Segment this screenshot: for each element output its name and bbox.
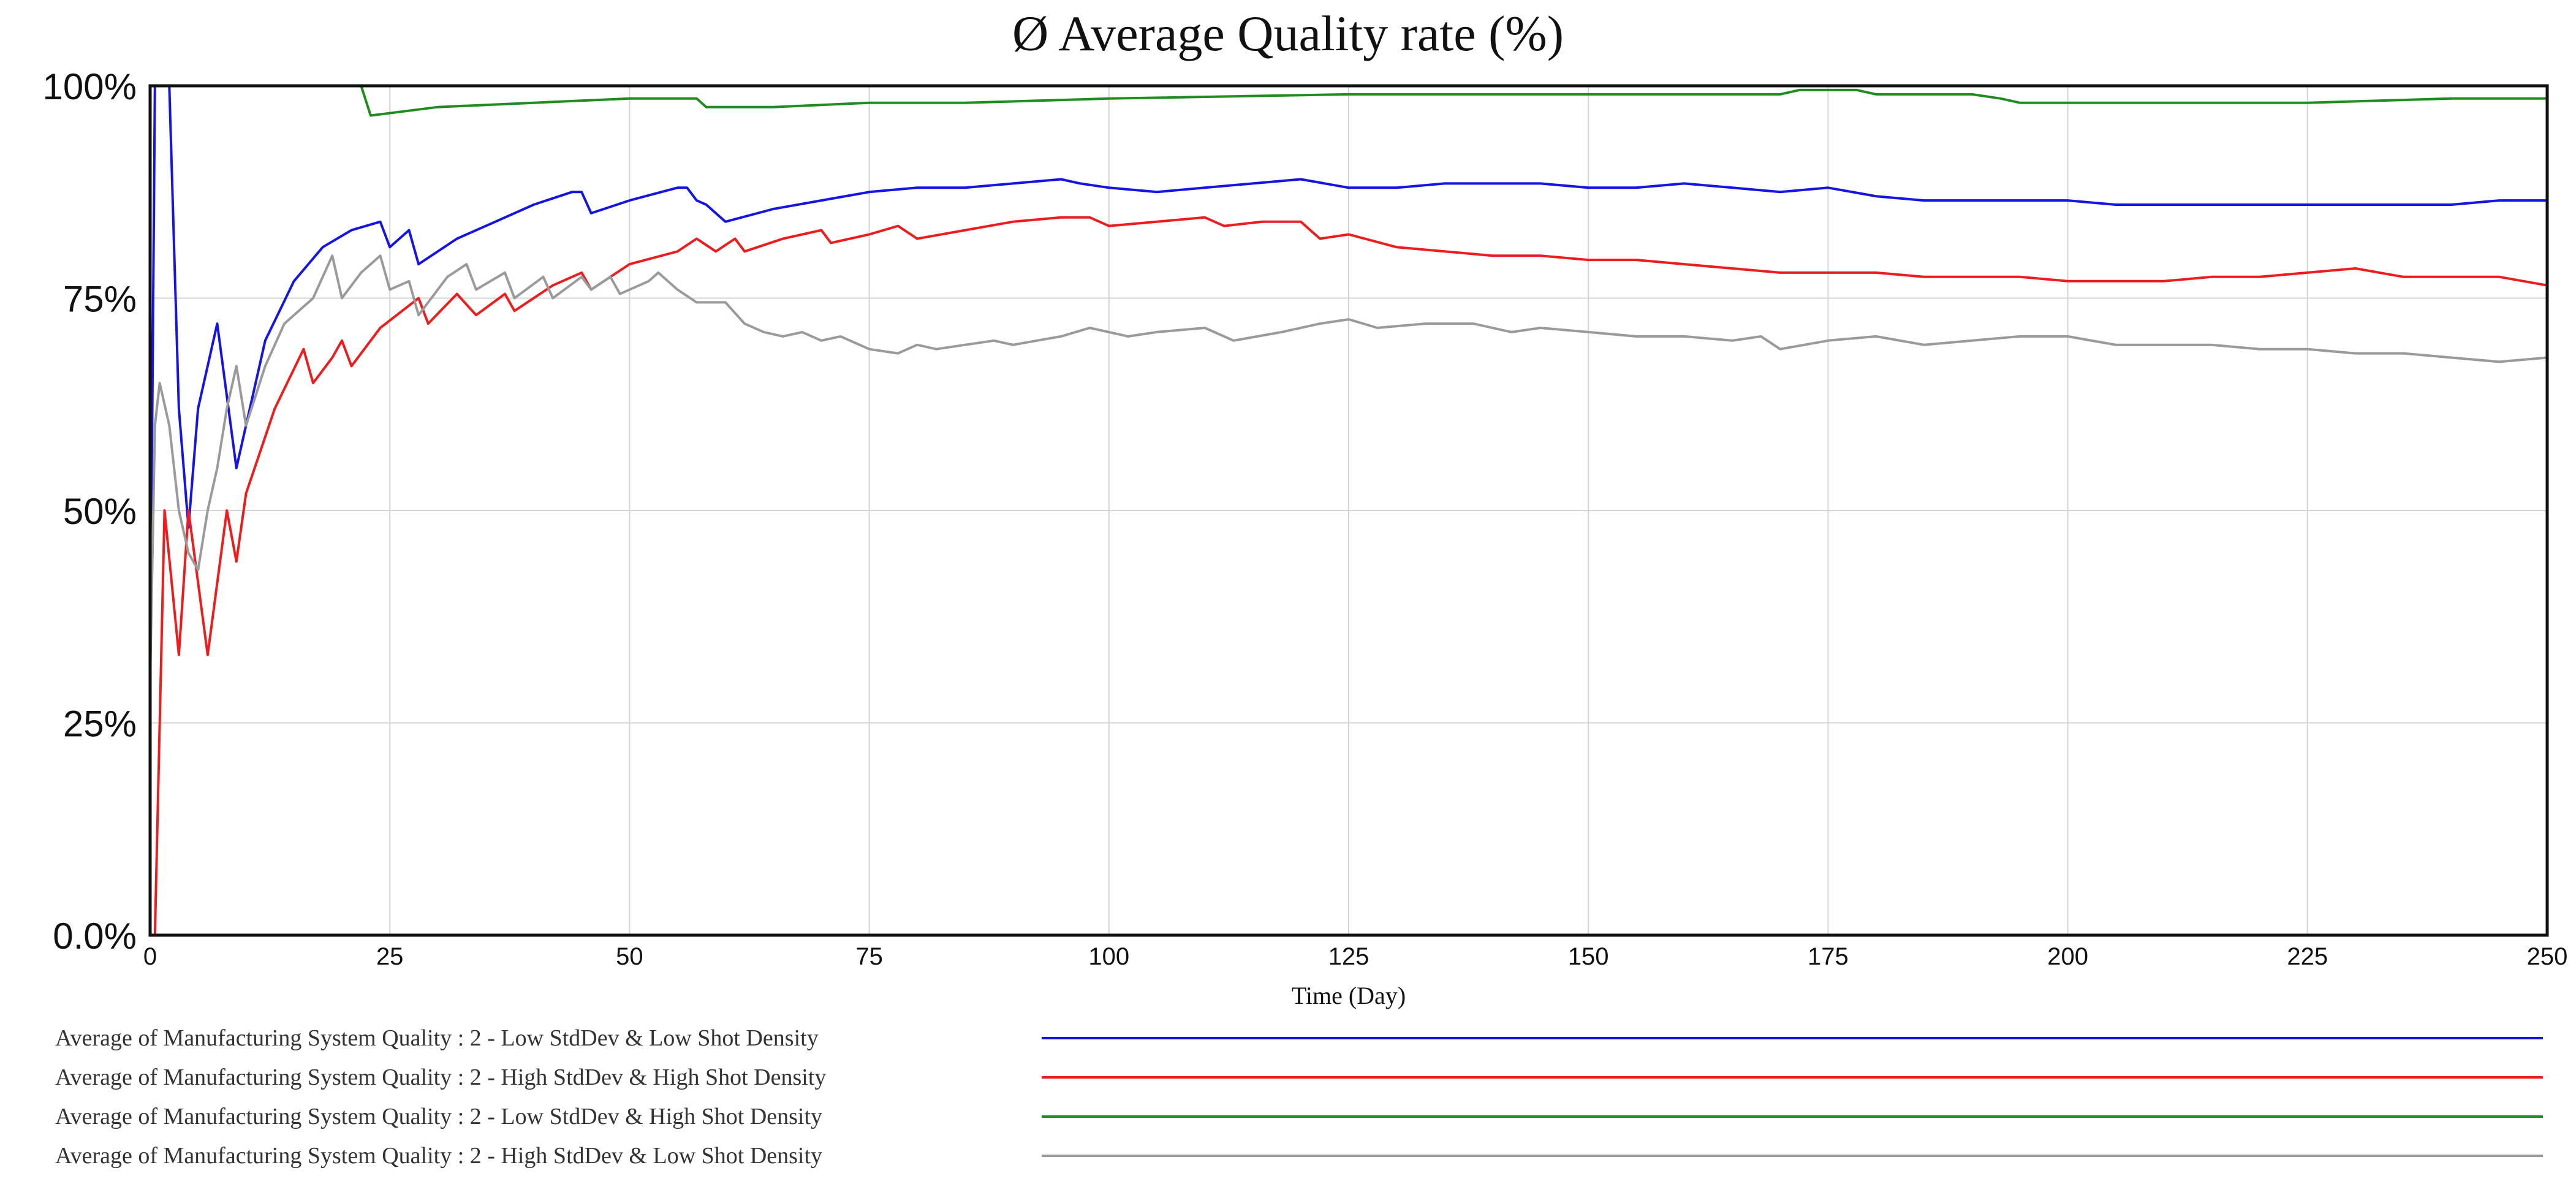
series-line-1 — [149, 85, 2547, 681]
y-axis-ticks: 0.0% 25% 50% 75% 100% — [43, 66, 137, 957]
x-tick-label: 75 — [855, 943, 883, 970]
chart-title: Ø Average Quality rate (%) — [1012, 6, 1564, 61]
x-tick-label: 150 — [1568, 943, 1609, 970]
y-tick-label: 75% — [63, 279, 137, 320]
grid-layer — [150, 86, 2547, 935]
legend-label: Average of Manufacturing System Quality … — [55, 1143, 822, 1169]
series-line-2 — [153, 216, 2548, 936]
y-tick-label: 0.0% — [53, 916, 137, 957]
x-tick-label: 250 — [2527, 943, 2568, 970]
x-tick-label: 50 — [616, 943, 643, 970]
x-tick-label: 225 — [2287, 943, 2328, 970]
x-axis-ticks: 0 25 50 75 100 125 150 175 200 225 250 — [143, 943, 2568, 970]
legend-label: Average of Manufacturing System Quality … — [55, 1104, 822, 1129]
plot-frame — [148, 84, 2549, 937]
y-tick-label: 25% — [63, 704, 137, 745]
x-tick-label: 100 — [1088, 943, 1129, 970]
legend-label: Average of Manufacturing System Quality … — [55, 1025, 819, 1051]
x-tick-label: 25 — [376, 943, 404, 970]
x-axis-label: Time (Day) — [1292, 982, 1406, 1009]
x-tick-label: 0 — [143, 943, 157, 970]
x-tick-label: 200 — [2047, 943, 2088, 970]
x-tick-label: 175 — [1808, 943, 1849, 970]
y-tick-label: 50% — [63, 491, 137, 532]
legend-label: Average of Manufacturing System Quality … — [55, 1064, 826, 1090]
series-line-3 — [150, 85, 2547, 117]
legend: Average of Manufacturing System Quality … — [55, 1025, 2543, 1169]
y-tick-label: 100% — [43, 66, 137, 107]
x-tick-label: 125 — [1328, 943, 1369, 970]
series-layer — [149, 85, 2548, 936]
series-line-4 — [149, 254, 2548, 681]
